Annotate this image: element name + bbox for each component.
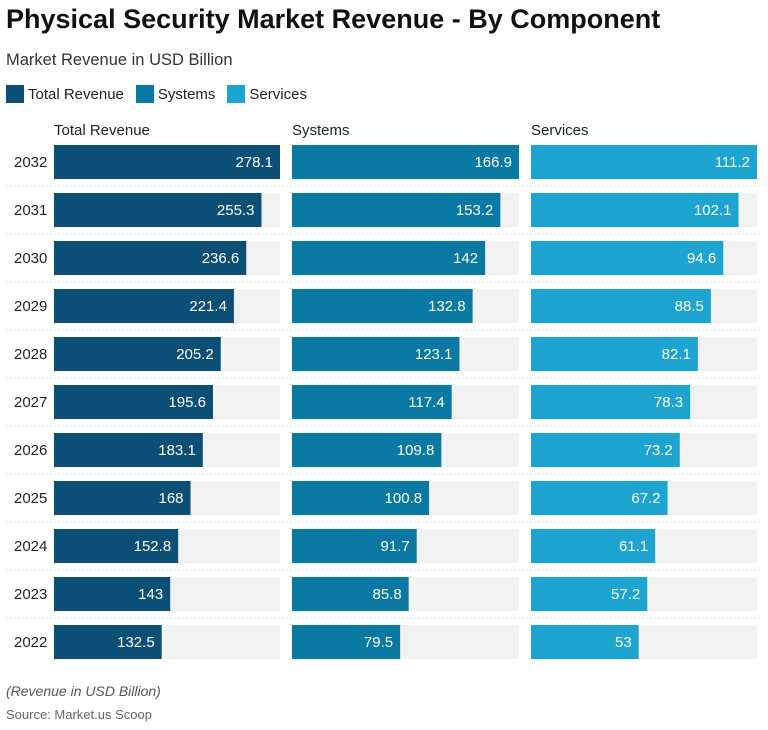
bar-value-label: 153.2 [456,202,494,219]
panel-header-services: Services [531,122,589,139]
bar-total-revenue [54,289,234,323]
bar-value-label: 79.5 [364,634,393,651]
legend-label-systems: Systems [157,85,216,103]
bar-value-label: 85.8 [372,586,401,603]
bar-value-label: 100.8 [385,490,423,507]
bar-services [531,241,724,275]
legend-swatch-services [227,85,246,103]
legend-item-services: Services [227,85,307,103]
bar-value-label: 123.1 [415,346,453,363]
year-label: 2028 [14,346,47,363]
legend-label-services: Services [249,85,307,103]
bar-services [531,289,711,323]
bar-value-label: 67.2 [631,490,660,507]
bar-value-label: 168 [158,490,183,507]
bar-value-label: 91.7 [381,538,410,555]
bar-value-label: 53 [615,634,632,651]
bar-services [531,625,639,659]
bar-value-label: 183.1 [158,442,196,459]
legend: Total Revenue Systems Services [6,85,307,103]
source-note: Source: Market.us Scoop [6,707,152,722]
legend-item-total-revenue: Total Revenue [6,85,124,103]
panel-header-total-revenue: Total Revenue [54,122,150,139]
legend-label-total-revenue: Total Revenue [28,85,124,103]
legend-swatch-systems [135,85,154,103]
bar-systems [292,481,430,515]
bar-systems [292,241,486,275]
chart-title: Physical Security Market Revenue - By Co… [6,4,661,34]
year-label: 2024 [14,538,47,555]
year-label: 2025 [14,490,47,507]
bar-total-revenue [54,193,262,227]
bar-value-label: 111.2 [715,154,750,171]
year-label: 2027 [14,394,47,411]
bar-total-revenue [54,481,191,515]
bar-value-label: 117.4 [408,394,444,411]
bar-value-label: 61.1 [619,538,648,555]
bar-value-label: 102.1 [694,202,732,219]
bar-services [531,529,656,563]
bar-value-label: 221.4 [189,298,227,315]
bar-systems [292,337,460,371]
bar-value-label: 78.3 [654,394,683,411]
bar-value-label: 88.5 [675,298,704,315]
bar-total-revenue [54,529,179,563]
bar-systems [292,145,519,179]
legend-swatch-total-revenue [6,85,24,103]
bar-services [531,577,648,611]
bar-services [531,193,739,227]
year-label: 2023 [14,586,47,603]
bar-value-label: 94.6 [687,250,716,267]
year-label: 2032 [14,154,47,171]
bar-value-label: 195.6 [168,394,206,411]
year-label: 2029 [14,298,47,315]
bar-value-label: 143 [138,586,163,603]
bar-value-label: 205.2 [176,346,214,363]
bar-value-label: 278.1 [235,154,273,171]
bar-value-label: 57.2 [611,586,640,603]
bar-services [531,337,698,371]
bar-services [531,385,691,419]
year-label: 2026 [14,442,47,459]
year-label: 2031 [14,202,47,219]
chart-area: Total Revenue Systems Services 2032 2031 2030… [6,122,762,659]
bar-value-label: 132.8 [428,298,466,315]
bar-systems [292,625,401,659]
bar-total-revenue [54,145,280,179]
bar-value-label: 255.3 [217,202,255,219]
bar-value-label: 82.1 [662,346,691,363]
bar-total-revenue [54,625,162,659]
bar-total-revenue [54,337,221,371]
year-label: 2022 [14,634,47,651]
bar-total-revenue [54,241,247,275]
bar-systems [292,193,501,227]
year-label: 2030 [14,250,47,267]
bar-systems [292,289,473,323]
bar-value-label: 109.8 [397,442,435,459]
bar-systems [292,385,452,419]
bar-systems [292,529,417,563]
bar-services [531,145,757,179]
bar-value-label: 236.6 [202,250,240,267]
bar-value-label: 132.5 [117,634,155,651]
bar-value-label: 166.9 [474,154,512,171]
bar-total-revenue [54,385,213,419]
legend-item-systems: Systems [135,85,216,103]
bar-value-label: 73.2 [644,442,673,459]
panel-header-systems: Systems [292,122,350,139]
chart-subtitle: Market Revenue in USD Billion [6,51,233,69]
footnote: (Revenue in USD Billion) [6,683,161,699]
bar-value-label: 152.8 [134,538,172,555]
bar-services [531,433,680,467]
bar-systems [292,433,442,467]
bar-services [531,481,668,515]
bar-value-label: 142 [453,250,478,267]
bar-systems [292,577,409,611]
bar-total-revenue [54,433,203,467]
bar-total-revenue [54,577,171,611]
